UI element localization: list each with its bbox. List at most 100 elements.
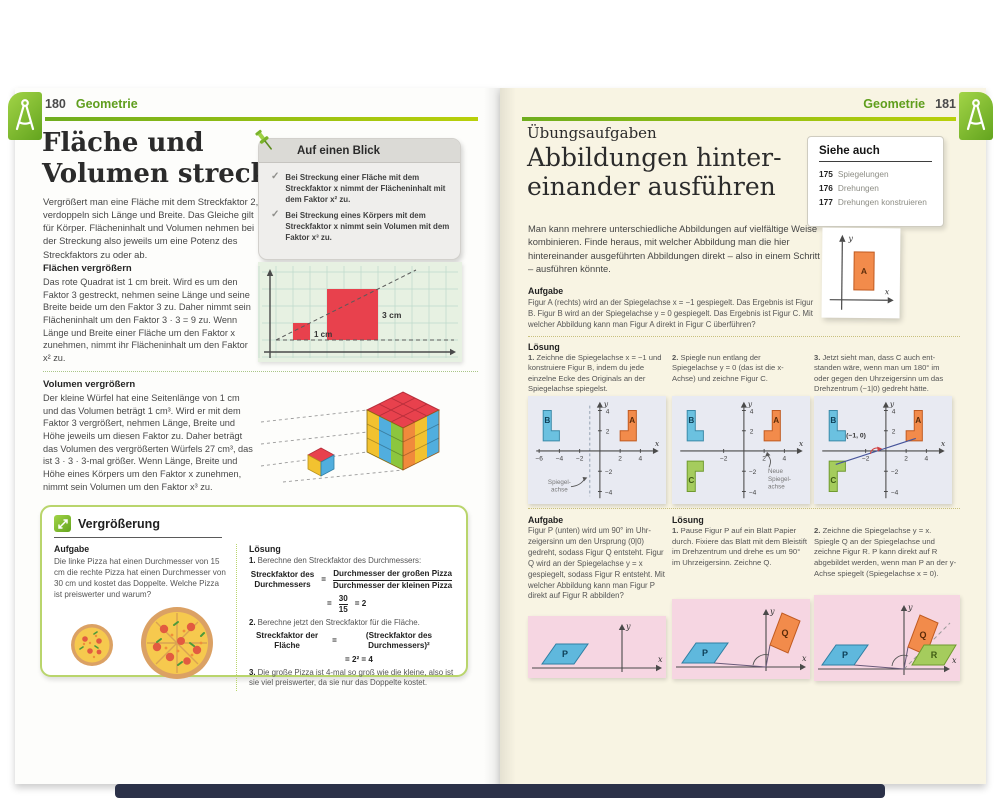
- solution-step: 3. Die große Pizza ist 4-mal so groß wie …: [249, 667, 454, 688]
- figure-a-label: A: [629, 416, 635, 425]
- figure-b-label: B: [688, 416, 694, 425]
- svg-text:x: x: [655, 439, 660, 448]
- svg-text:y: y: [747, 400, 753, 409]
- svg-text:−4: −4: [605, 489, 613, 496]
- svg-text:−4: −4: [556, 456, 564, 463]
- svg-text:x: x: [941, 439, 946, 448]
- section-heading: Volumen vergrößern: [43, 379, 136, 390]
- see-also-item: 177 Drehungen konstruieren: [819, 197, 927, 207]
- solution-step: 2. Zeichne die Spiegelachse y = x. Spieg…: [814, 526, 957, 578]
- intro-paragraph: Vergrößert man eine Fläche mit dem Strec…: [43, 196, 259, 260]
- x-axis-label: x: [885, 287, 890, 296]
- diagram-mirror-y: −2 2 4 4 2 −2 −4 x y B A C Neue Spiegel-achse: [672, 396, 810, 504]
- stretch-squares-figure: 1 cm 3 cm: [258, 262, 462, 362]
- dotted-separator: [43, 371, 478, 372]
- svg-text:achse: achse: [551, 486, 568, 493]
- svg-text:4: 4: [783, 456, 787, 463]
- page-left: 180 Geometrie Fläche und Volumen strecken…: [8, 88, 500, 784]
- svg-text:y: y: [603, 400, 609, 409]
- svg-text:2: 2: [762, 456, 766, 463]
- dotted-separator: [528, 336, 960, 337]
- task-heading: Aufgabe: [528, 286, 564, 296]
- page-right: Geometrie 181 Übungsaufgaben Abbildungen …: [500, 88, 993, 784]
- figure-a-label: A: [861, 266, 867, 276]
- check-icon: ✓: [271, 209, 280, 221]
- compass-icon: [8, 92, 42, 140]
- svg-text:−2: −2: [891, 469, 899, 476]
- pizza-figure: [71, 606, 213, 679]
- dotted-separator: [528, 508, 960, 509]
- svg-text:−2: −2: [576, 456, 584, 463]
- large-square-label: 3 cm: [382, 310, 402, 320]
- section-flaechen: Flächen vergrößern Das rote Quadrat ist …: [43, 263, 257, 365]
- small-square-label: 1 cm: [314, 330, 332, 339]
- svg-text:x: x: [658, 655, 663, 664]
- svg-text:y: y: [889, 400, 895, 409]
- figure-b-label: B: [830, 416, 836, 425]
- figure-b-label: B: [544, 416, 550, 425]
- figure-c-label: C: [830, 476, 836, 485]
- figure-p-label: P: [702, 648, 708, 658]
- cube-figure: [253, 370, 469, 502]
- svg-text:x: x: [802, 654, 807, 663]
- magnify-icon: [54, 515, 71, 532]
- svg-text:−4: −4: [891, 489, 899, 496]
- svg-text:y: y: [769, 607, 775, 616]
- task-text: Figur A (rechts) wird an der Spiegelachs…: [528, 298, 814, 330]
- figure-q-label: Q: [919, 630, 926, 640]
- svg-text:Spiegel-: Spiegel-: [548, 479, 571, 486]
- intro-paragraph: Man kann mehrere unterschiedliche Abbild…: [528, 223, 820, 275]
- svg-text:y: y: [625, 622, 631, 631]
- svg-text:−6: −6: [535, 456, 543, 463]
- svg-text:2: 2: [618, 456, 622, 463]
- task-text: Die linke Pizza hat einen Durchmesser vo…: [54, 557, 226, 600]
- svg-text:4: 4: [925, 456, 929, 463]
- solution-step: 3. Jetzt sieht man, dass C auch ent­stan…: [814, 353, 944, 394]
- see-also-item: 176 Drehungen: [819, 183, 879, 193]
- svg-text:achse: achse: [768, 484, 785, 491]
- svg-text:−2: −2: [862, 456, 870, 463]
- exercise-box: Vergrößerung Aufgabe Die linke Pizza hat…: [40, 505, 468, 692]
- glance-item: ✓ Bei Streckung eines Körpers mit dem St…: [271, 209, 450, 243]
- mirror-axis-label: Spiegel-achse: [548, 479, 571, 494]
- glance-box: Auf einen Blick ✓ Bei Streckung einer Fl…: [255, 129, 461, 260]
- see-also-box: Siehe auch 175 Spiegelungen 176 Drehungen …: [807, 136, 944, 227]
- svg-text:Spiegel-: Spiegel-: [768, 476, 791, 483]
- see-also-item: 175 Spiegelungen: [819, 169, 889, 179]
- rotation-center-label: (−1, 0): [846, 432, 866, 439]
- see-also-title: Siehe auch: [819, 145, 880, 157]
- figure-p-label: P: [842, 650, 848, 660]
- solution-heading: Lösung: [672, 515, 704, 525]
- glance-title: Auf einen Blick: [259, 139, 460, 163]
- solution-heading: Lösung: [249, 544, 281, 554]
- svg-text:4: 4: [750, 408, 754, 415]
- header-rule: [522, 117, 956, 121]
- diagram-mirror-x: −6 −4 −2 2 4 4 2 −2 −4 x y B A Spiegel-achse: [528, 396, 666, 504]
- figure-a-label: A: [773, 416, 779, 425]
- svg-text:Neue: Neue: [768, 468, 783, 475]
- figure-q-label: Q: [781, 628, 788, 638]
- figure-a-label: A: [915, 416, 921, 425]
- svg-text:2: 2: [892, 429, 896, 436]
- glance-item: ✓ Bei Streckung einer Fläche mit dem Str…: [271, 171, 446, 205]
- solution-step: 2. Berechne jetzt den Streckfaktor für di…: [249, 617, 420, 627]
- svg-text:4: 4: [639, 456, 643, 463]
- figure-r-label: R: [931, 650, 938, 660]
- solution-heading: Lösung: [528, 342, 560, 352]
- book-spine-shadow: [115, 784, 885, 798]
- task-heading: Aufgabe: [54, 544, 90, 554]
- page-header: 180 Geometrie: [45, 97, 138, 111]
- diagram-p-q-r: P Q R x y: [814, 595, 960, 681]
- title-rule: [54, 537, 222, 538]
- diagram-p: P x y: [528, 616, 666, 678]
- formula-streckfaktor: Streckfaktor des Durchmessers = Durchmess…: [250, 569, 453, 590]
- formula-flaeche: Streckfaktor der Fläche = (Streckfaktor …: [256, 631, 433, 651]
- diagram-rotation: −2 2 4 4 2 −2 −4 x y B A C (−1, 0): [814, 396, 952, 504]
- exercise-title: Vergrößerung: [78, 516, 160, 531]
- page-number: 181: [935, 97, 956, 111]
- formula-calc: = 30 15 = 2: [327, 593, 367, 614]
- section-label: Geometrie: [75, 97, 138, 111]
- svg-text:2: 2: [904, 456, 908, 463]
- section-label: Geometrie: [863, 97, 926, 111]
